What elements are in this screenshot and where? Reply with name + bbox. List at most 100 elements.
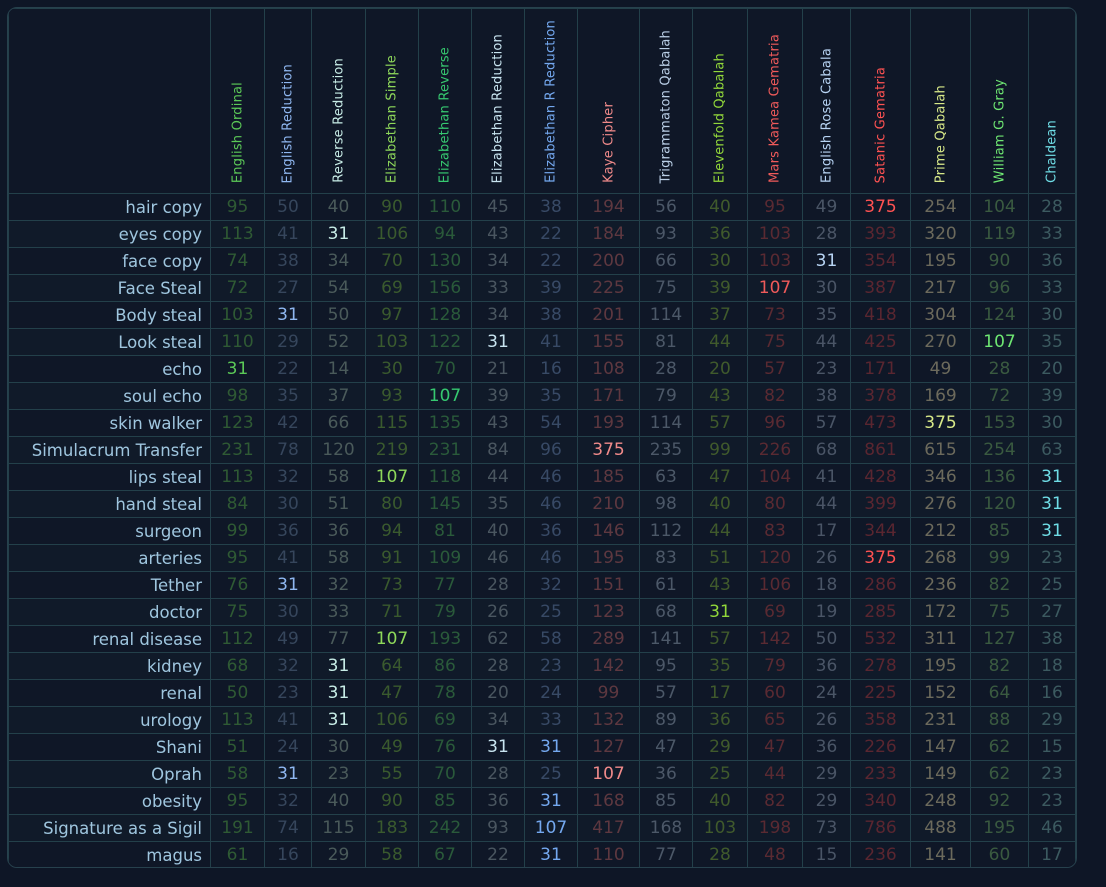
value-cell[interactable]: 304 (910, 301, 971, 329)
value-cell[interactable]: 36 (471, 787, 525, 815)
column-header[interactable]: Kaye Cipher (577, 8, 640, 194)
value-cell[interactable]: 861 (850, 436, 911, 464)
table-row[interactable]: Signature as a Sigil 191 74 115 183 242 93 107 4… (8, 814, 1076, 842)
highlighted-value-cell[interactable]: 375 (577, 436, 640, 464)
value-cell[interactable]: 29 (802, 787, 851, 815)
value-cell[interactable]: 39 (692, 274, 748, 302)
value-cell[interactable]: 33 (524, 706, 578, 734)
value-cell[interactable]: 38 (1028, 625, 1076, 653)
value-cell[interactable]: 17 (1028, 841, 1076, 867)
highlighted-value-cell[interactable]: 107 (418, 382, 472, 410)
value-cell[interactable]: 113 (210, 706, 265, 734)
value-cell[interactable]: 27 (1028, 598, 1076, 626)
value-cell[interactable]: 28 (471, 571, 525, 599)
value-cell[interactable]: 50 (802, 625, 851, 653)
value-cell[interactable]: 103 (692, 814, 748, 842)
value-cell[interactable]: 51 (692, 544, 748, 572)
value-cell[interactable]: 46 (524, 463, 578, 491)
value-cell[interactable]: 47 (365, 679, 419, 707)
value-cell[interactable]: 47 (747, 733, 803, 761)
value-cell[interactable]: 20 (471, 679, 525, 707)
value-cell[interactable]: 32 (264, 463, 312, 491)
value-cell[interactable]: 146 (577, 517, 640, 545)
value-cell[interactable]: 185 (577, 463, 640, 491)
row-label[interactable]: renal (8, 679, 211, 707)
value-cell[interactable]: 93 (365, 382, 419, 410)
value-cell[interactable]: 57 (639, 679, 693, 707)
value-cell[interactable]: 62 (471, 625, 525, 653)
value-cell[interactable]: 115 (311, 814, 366, 842)
value-cell[interactable]: 32 (264, 652, 312, 680)
value-cell[interactable]: 195 (910, 247, 971, 275)
value-cell[interactable]: 124 (970, 301, 1029, 329)
value-cell[interactable]: 52 (311, 328, 366, 356)
value-cell[interactable]: 44 (802, 490, 851, 518)
value-cell[interactable]: 201 (577, 301, 640, 329)
column-header[interactable]: Elevenfold Qabalah (692, 8, 748, 194)
value-cell[interactable]: 40 (692, 193, 748, 221)
column-header[interactable]: Elizabethan R Reduction (524, 8, 578, 194)
value-cell[interactable]: 22 (471, 841, 525, 867)
value-cell[interactable]: 26 (802, 544, 851, 572)
highlighted-value-cell[interactable]: 31 (802, 247, 851, 275)
value-cell[interactable]: 65 (747, 706, 803, 734)
value-cell[interactable]: 156 (418, 274, 472, 302)
value-cell[interactable]: 70 (418, 760, 472, 788)
value-cell[interactable]: 106 (365, 706, 419, 734)
value-cell[interactable]: 122 (418, 328, 472, 356)
value-cell[interactable]: 56 (639, 193, 693, 221)
value-cell[interactable]: 120 (311, 436, 366, 464)
value-cell[interactable]: 28 (692, 841, 748, 867)
value-cell[interactable]: 78 (264, 436, 312, 464)
value-cell[interactable]: 85 (639, 787, 693, 815)
column-header[interactable]: Chaldean (1028, 8, 1076, 194)
value-cell[interactable]: 25 (1028, 571, 1076, 599)
highlighted-value-cell[interactable]: 107 (365, 463, 419, 491)
table-row[interactable]: Tether 76 31 32 73 77 28 32 151 61 43 106 18 286 236 82… (8, 571, 1076, 599)
highlighted-value-cell[interactable]: 31 (524, 787, 578, 815)
value-cell[interactable]: 38 (264, 247, 312, 275)
value-cell[interactable]: 92 (970, 787, 1029, 815)
value-cell[interactable]: 33 (311, 598, 366, 626)
value-cell[interactable]: 28 (970, 355, 1029, 383)
value-cell[interactable]: 80 (365, 490, 419, 518)
value-cell[interactable]: 81 (639, 328, 693, 356)
value-cell[interactable]: 217 (910, 274, 971, 302)
value-cell[interactable]: 36 (1028, 247, 1076, 275)
value-cell[interactable]: 29 (311, 841, 366, 867)
value-cell[interactable]: 96 (970, 274, 1029, 302)
value-cell[interactable]: 96 (524, 436, 578, 464)
value-cell[interactable]: 82 (747, 382, 803, 410)
row-label[interactable]: surgeon (8, 517, 211, 545)
value-cell[interactable]: 193 (418, 625, 472, 653)
value-cell[interactable]: 83 (639, 544, 693, 572)
value-cell[interactable]: 61 (639, 571, 693, 599)
value-cell[interactable]: 38 (524, 301, 578, 329)
value-cell[interactable]: 145 (418, 490, 472, 518)
value-cell[interactable]: 212 (910, 517, 971, 545)
value-cell[interactable]: 195 (970, 814, 1029, 842)
highlighted-value-cell[interactable]: 31 (471, 733, 525, 761)
highlighted-value-cell[interactable]: 31 (264, 301, 312, 329)
value-cell[interactable]: 183 (365, 814, 419, 842)
value-cell[interactable]: 73 (747, 301, 803, 329)
row-label[interactable]: doctor (8, 598, 211, 626)
highlighted-value-cell[interactable]: 31 (210, 355, 265, 383)
value-cell[interactable]: 113 (210, 463, 265, 491)
table-row[interactable]: hand steal 84 30 51 80 145 35 46 210 98 40 80 44 399 2… (8, 490, 1076, 518)
value-cell[interactable]: 69 (747, 598, 803, 626)
table-row[interactable]: renal 50 23 31 47 78 20 24 99 57 17 60 24 225 152 64 16 (8, 679, 1076, 707)
value-cell[interactable]: 95 (210, 787, 265, 815)
value-cell[interactable]: 29 (802, 760, 851, 788)
value-cell[interactable]: 34 (311, 247, 366, 275)
row-label[interactable]: Simulacrum Transfer (8, 436, 211, 464)
value-cell[interactable]: 30 (802, 274, 851, 302)
value-cell[interactable]: 108 (577, 355, 640, 383)
value-cell[interactable]: 120 (747, 544, 803, 572)
value-cell[interactable]: 72 (970, 382, 1029, 410)
value-cell[interactable]: 37 (311, 382, 366, 410)
value-cell[interactable]: 248 (910, 787, 971, 815)
value-cell[interactable]: 36 (639, 760, 693, 788)
table-row[interactable]: echo 31 22 14 30 70 21 16 108 28 20 57 23 171 49 28 20 (8, 355, 1076, 383)
highlighted-value-cell[interactable]: 31 (264, 571, 312, 599)
